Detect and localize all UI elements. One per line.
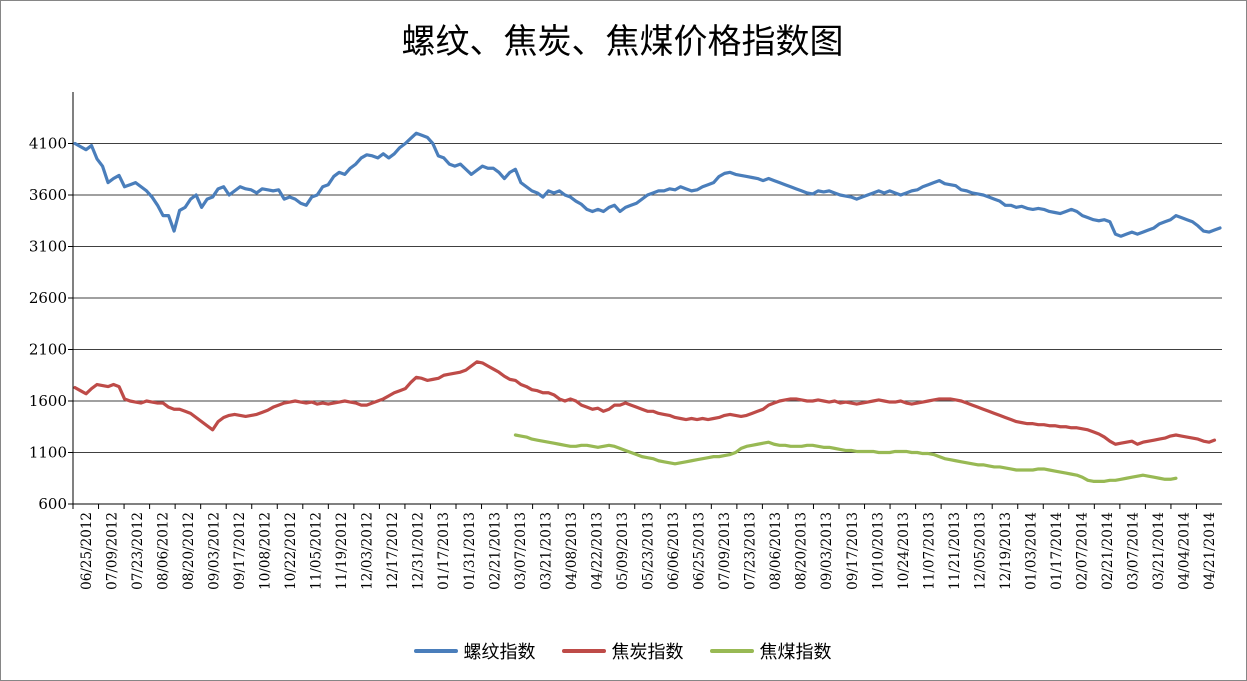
legend-swatch-rebar (413, 649, 458, 653)
x-tick-label-3: 08/06/2012 (155, 512, 171, 590)
x-tick-label-18: 03/21/2013 (538, 512, 554, 590)
x-tick-label-17: 03/07/2013 (513, 512, 529, 590)
x-tick-label-30: 09/17/2013 (845, 512, 861, 590)
x-tick-label-42: 03/21/2014 (1151, 512, 1167, 590)
legend-item-coke: 焦炭指数 (561, 638, 684, 664)
x-tick-label-39: 02/07/2014 (1075, 512, 1091, 590)
x-tick-label-28: 08/20/2013 (794, 512, 810, 590)
x-tick-label-37: 01/03/2014 (1024, 512, 1040, 590)
x-tick-label-36: 12/19/2013 (998, 512, 1014, 590)
x-tick-label-29: 09/03/2013 (819, 512, 835, 590)
legend-label-rebar: 螺纹指数 (463, 642, 536, 663)
x-tick-label-41: 03/07/2014 (1126, 512, 1142, 590)
x-tick-label-26: 07/23/2013 (743, 512, 759, 590)
y-tick-label-2: 1600 (29, 392, 67, 410)
x-tick-label-13: 12/31/2012 (411, 512, 427, 590)
x-tick-label-24: 06/25/2013 (692, 512, 708, 590)
x-tick-label-31: 10/10/2013 (870, 512, 886, 590)
x-tick-label-32: 10/24/2013 (896, 512, 912, 590)
x-tick-label-40: 02/21/2014 (1100, 512, 1116, 590)
x-tick-label-25: 07/09/2013 (717, 512, 733, 590)
y-tick-label-4: 2600 (29, 289, 67, 307)
x-tick-label-12: 12/17/2012 (385, 512, 401, 590)
y-tick-label-5: 3100 (29, 238, 67, 256)
x-tick-label-21: 05/09/2013 (615, 512, 631, 590)
chart-title: 螺纹、焦炭、焦煤价格指数图 (401, 22, 844, 62)
x-tick-label-11: 12/03/2012 (360, 512, 376, 590)
x-tick-label-14: 01/17/2013 (436, 512, 452, 590)
legend-label-coking-coal: 焦煤指数 (759, 642, 832, 663)
x-tick-label-1: 07/09/2012 (104, 512, 120, 590)
x-tick-label-34: 11/21/2013 (947, 512, 963, 590)
x-tick-label-38: 01/17/2014 (1049, 512, 1065, 590)
y-tick-label-3: 2100 (29, 341, 67, 359)
y-tick-label-6: 3600 (29, 186, 67, 204)
x-tick-label-9: 11/05/2012 (309, 512, 325, 590)
legend-swatch-coking-coal (709, 649, 754, 653)
y-axis-ticks: 600 1100 1600 2100 2600 3100 3600 4100 (29, 135, 73, 513)
x-tick-label-10: 11/19/2012 (334, 512, 350, 590)
series-line-2 (513, 433, 1178, 483)
series-line-0 (73, 131, 1222, 238)
x-tick-label-7: 10/08/2012 (258, 512, 274, 590)
legend-label-coke: 焦炭指数 (611, 642, 684, 663)
series-lines (73, 131, 1222, 483)
x-tick-label-27: 08/06/2013 (768, 512, 784, 590)
x-tick-label-8: 10/22/2012 (283, 512, 299, 590)
x-tick-label-0: 06/25/2012 (79, 512, 95, 590)
x-tick-label-43: 04/04/2014 (1177, 512, 1193, 590)
legend: 螺纹指数 焦炭指数 焦煤指数 (0, 638, 1245, 664)
legend-item-coking-coal: 焦煤指数 (709, 638, 832, 664)
x-axis-ticks: 06/25/2012 07/09/2012 07/23/2012 08/06/2012… (72, 504, 1218, 590)
x-tick-label-15: 01/31/2013 (462, 512, 478, 590)
legend-swatch-coke (561, 649, 606, 653)
x-tick-label-35: 12/05/2013 (972, 512, 988, 590)
x-tick-label-22: 05/23/2013 (641, 512, 657, 590)
x-tick-label-4: 08/20/2012 (181, 512, 197, 590)
x-tick-label-2: 07/23/2012 (130, 512, 146, 590)
y-tick-label-0: 600 (38, 495, 67, 513)
x-tick-label-33: 11/07/2013 (921, 512, 937, 590)
x-tick-label-44: 04/21/2014 (1202, 512, 1218, 590)
x-tick-label-6: 09/17/2012 (232, 512, 248, 590)
x-tick-label-16: 02/21/2013 (487, 512, 503, 590)
y-tick-label-7: 4100 (29, 135, 67, 153)
x-tick-label-19: 04/08/2013 (564, 512, 580, 590)
series-line-1 (73, 360, 1217, 446)
y-tick-label-1: 1100 (29, 444, 67, 462)
legend-item-rebar: 螺纹指数 (413, 638, 536, 664)
x-tick-label-20: 04/22/2013 (589, 512, 605, 590)
x-tick-label-23: 06/06/2013 (666, 512, 682, 590)
x-tick-label-5: 09/03/2012 (206, 512, 222, 590)
